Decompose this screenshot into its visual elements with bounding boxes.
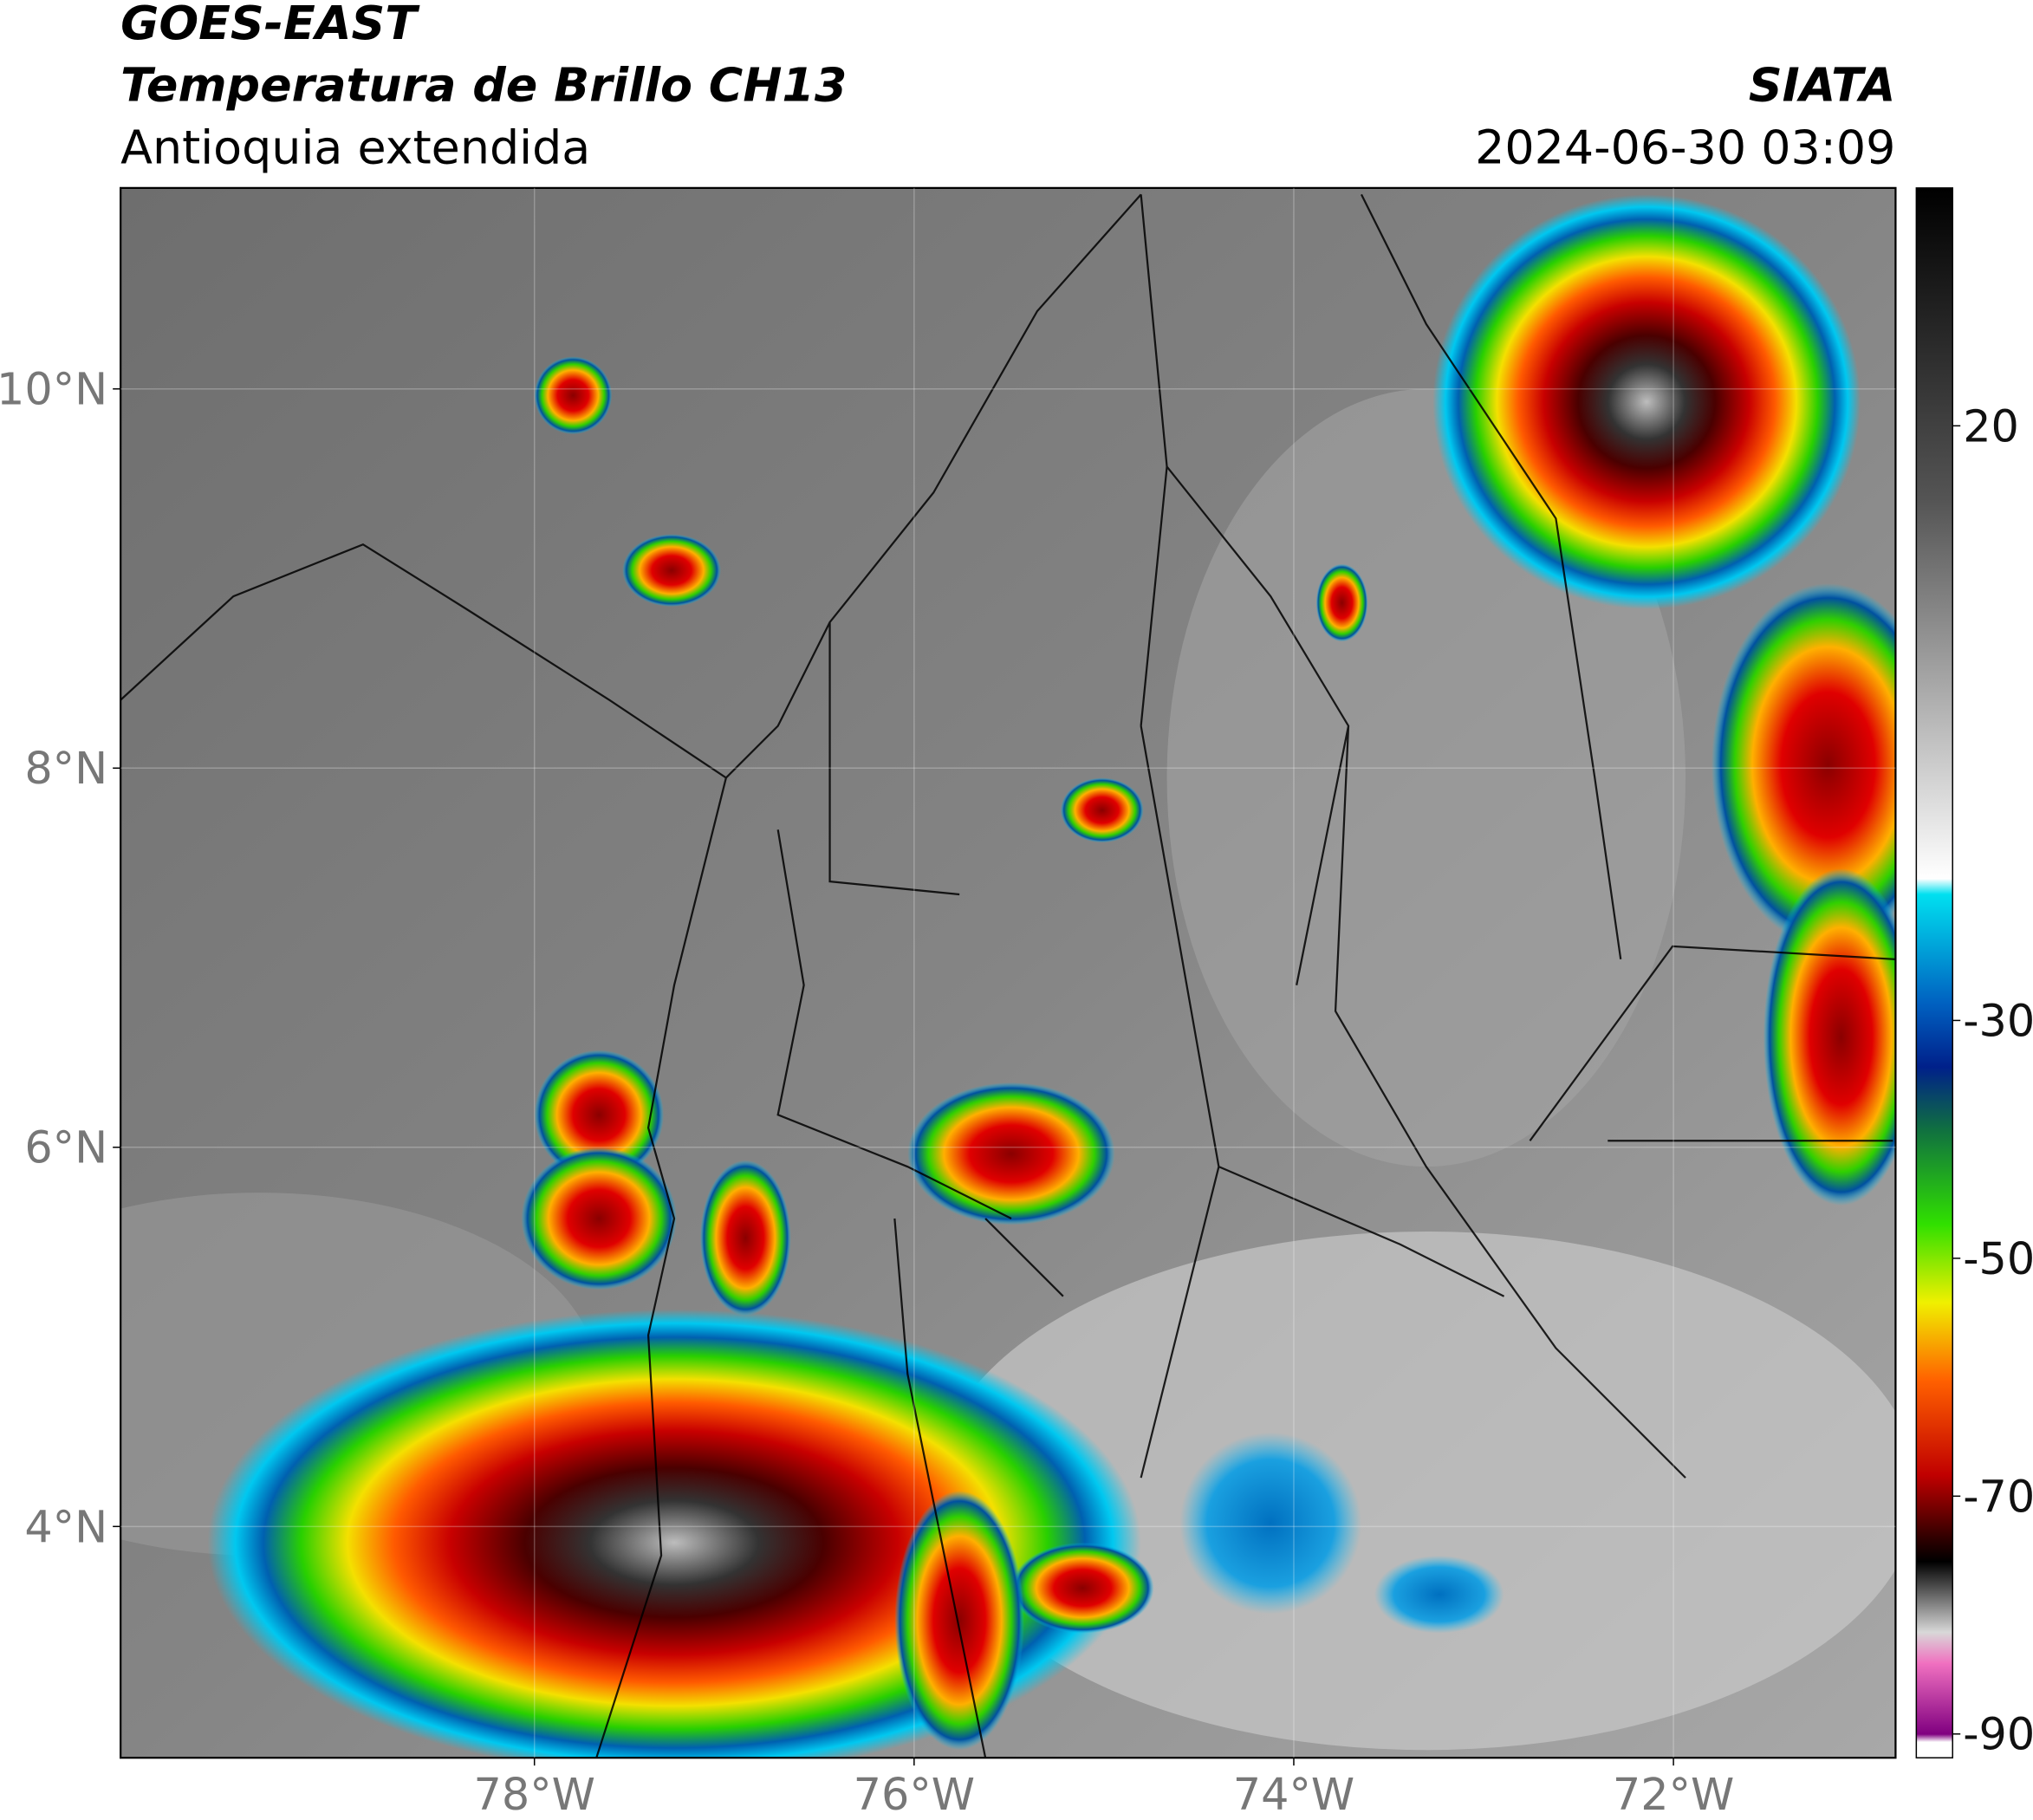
colorbar bbox=[1915, 187, 1953, 1758]
x-tick-label: 76°W bbox=[854, 1769, 975, 1820]
colorbar-tick-label: -70 bbox=[1963, 1471, 2033, 1522]
colorbar-tick-label: -30 bbox=[1963, 995, 2033, 1046]
map-image bbox=[120, 187, 1896, 1758]
y-tick-label: 4°N bbox=[24, 1501, 107, 1552]
colorbar-tick-label: -90 bbox=[1963, 1709, 2033, 1760]
x-tick-label: 72°W bbox=[1613, 1769, 1734, 1820]
y-tick-label: 6°N bbox=[24, 1122, 107, 1173]
map-frame bbox=[120, 186, 1897, 1759]
subtitle: Temperatura de Brillo CH13 bbox=[120, 58, 847, 113]
organization: SIATA bbox=[1749, 58, 1896, 113]
x-tick-label: 78°W bbox=[473, 1769, 594, 1820]
title: GOES-EAST bbox=[120, 0, 420, 50]
colorbar-tick-label: 20 bbox=[1963, 400, 2019, 452]
colorbar-tick-label: -50 bbox=[1963, 1233, 2033, 1284]
x-tick-label: 74°W bbox=[1233, 1769, 1354, 1820]
region: Antioquia extendida bbox=[120, 120, 590, 174]
timestamp: 2024-06-30 03:09 bbox=[1475, 120, 1895, 174]
y-tick-label: 10°N bbox=[0, 364, 107, 415]
y-tick-label: 8°N bbox=[24, 743, 107, 794]
